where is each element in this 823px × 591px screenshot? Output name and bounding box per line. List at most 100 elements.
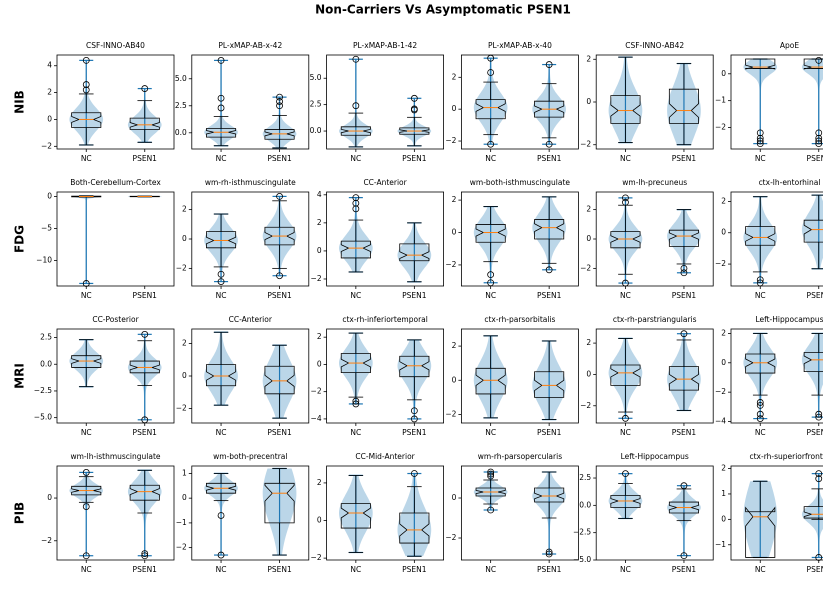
box: [610, 364, 641, 386]
flier: [82, 469, 90, 476]
y-tick-label: 2: [47, 88, 52, 97]
axes-frame: [730, 191, 823, 287]
box: [610, 495, 641, 508]
x-tick-label: PSEN1: [402, 291, 427, 300]
x-tick-label: PSEN1: [133, 154, 158, 163]
flier: [487, 140, 495, 148]
panel-title: ctx-rh-parsorbitalis: [484, 315, 555, 324]
y-tick-label: 2.5: [310, 100, 322, 109]
flier: [276, 193, 283, 200]
y-tick-label: 2: [182, 205, 187, 214]
flier: [815, 137, 823, 145]
y-tick-label: −2: [445, 136, 456, 145]
box: [668, 88, 699, 124]
flier: [352, 55, 360, 63]
flier: [815, 475, 823, 483]
flier: [487, 271, 495, 279]
x-tick-label: PSEN1: [537, 154, 562, 163]
y-tick-label: 0: [452, 375, 457, 384]
flier: [756, 401, 764, 409]
flier: [815, 56, 823, 64]
x-tick-label: NC: [620, 428, 631, 437]
y-tick-label: 2: [586, 338, 591, 347]
box: [340, 353, 371, 373]
flier: [815, 470, 823, 478]
flier: [141, 552, 149, 560]
flier: [217, 278, 225, 285]
y-tick-label: −2: [311, 274, 322, 283]
box: [745, 58, 776, 70]
y-tick-label: 0: [721, 69, 726, 78]
panel-title: PL-xMAP-AB-1-42: [353, 41, 417, 50]
y-tick-label: 2: [452, 341, 457, 350]
flier: [680, 552, 688, 560]
box: [71, 195, 102, 198]
flier: [217, 94, 225, 102]
panel-title: Left-Hippocampus: [621, 452, 689, 461]
y-tick-label: −4: [715, 417, 726, 426]
y-tick-label: −2: [176, 403, 187, 412]
flier: [545, 140, 553, 148]
axes-frame: [56, 465, 175, 561]
flier: [217, 551, 225, 559]
box: [399, 243, 430, 262]
x-tick-label: PSEN1: [267, 291, 292, 300]
x-tick-label: PSEN1: [267, 428, 292, 437]
box: [206, 231, 237, 249]
y-tick-label: 2.5: [175, 101, 187, 110]
box: [534, 487, 565, 503]
box: [803, 58, 823, 70]
y-tick-label: 2: [721, 196, 726, 205]
flier: [141, 330, 149, 338]
flier: [756, 415, 764, 422]
y-tick-label: 2.5: [579, 473, 591, 482]
y-tick-label: 2: [721, 328, 726, 337]
y-tick-label: 0: [586, 97, 591, 106]
x-tick-label: PSEN1: [807, 291, 823, 300]
box: [534, 100, 565, 118]
violin: [801, 473, 823, 558]
flier: [217, 270, 225, 278]
x-tick-label: NC: [485, 428, 496, 437]
box: [206, 364, 237, 387]
y-tick-label: −2: [311, 387, 322, 396]
violin: [801, 59, 823, 144]
x-tick-label: NC: [81, 154, 92, 163]
panel-title: CC-Anterior: [229, 315, 273, 324]
y-tick-label: 0: [452, 104, 457, 113]
y-tick-label: −2: [41, 141, 52, 150]
x-tick-label: NC: [485, 291, 496, 300]
flier: [487, 468, 495, 476]
box: [745, 226, 776, 246]
y-tick-label: 2.5: [40, 333, 52, 342]
y-tick-label: −2: [715, 259, 726, 268]
box: [534, 219, 565, 240]
box: [71, 112, 102, 128]
box: [668, 501, 699, 514]
box: [803, 352, 823, 372]
axes-frame: [56, 54, 175, 150]
flier: [756, 399, 764, 406]
y-tick-label: −5.0: [573, 555, 591, 564]
x-tick-label: PSEN1: [672, 565, 697, 574]
flier: [622, 414, 629, 422]
flier: [410, 407, 418, 415]
flier: [756, 140, 764, 148]
panel-title: CC-Posterior: [92, 315, 139, 324]
y-tick-label: 4: [47, 61, 52, 70]
axes-frame: [595, 328, 714, 424]
y-tick-label: 0: [452, 493, 457, 502]
flier: [276, 98, 283, 105]
flier: [82, 552, 90, 560]
y-tick-label: −2: [445, 533, 456, 542]
y-tick-label: 4: [317, 190, 322, 199]
flier: [141, 85, 149, 92]
x-tick-label: NC: [620, 565, 631, 574]
y-tick-label: 0: [47, 191, 52, 200]
y-tick-label: 2: [182, 339, 187, 348]
x-tick-label: PSEN1: [402, 428, 427, 437]
panel-title: CSF-INNO-AB42: [625, 41, 684, 50]
x-tick-label: PSEN1: [537, 428, 562, 437]
flier: [815, 129, 823, 137]
